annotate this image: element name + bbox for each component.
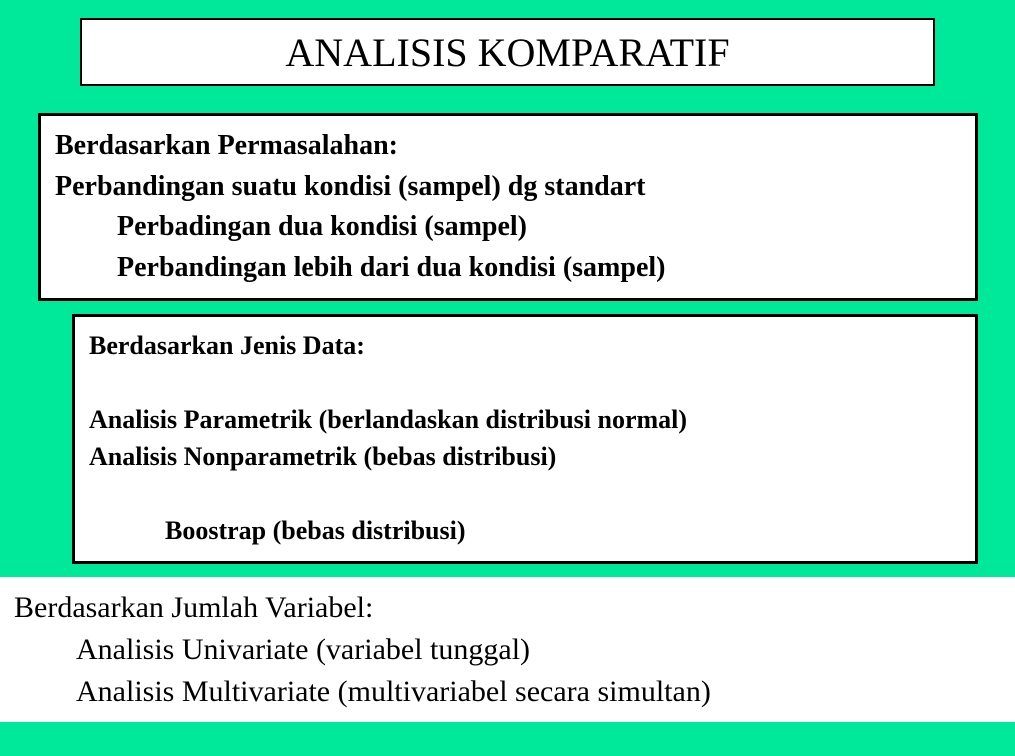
box-jenis-data: Berdasarkan Jenis Data: Analisis Paramet… [72,314,978,564]
box-jumlah-variabel: Berdasarkan Jumlah Variabel: Analisis Un… [0,577,1015,722]
title-box: ANALISIS KOMPARATIF [80,18,935,86]
box2-line2: Analisis Nonparametrik (bebas distribusi… [89,438,961,476]
box3-line2: Analisis Multivariate (multivariabel sec… [14,671,1001,713]
box2-line3: Boostrap (bebas distribusi) [89,512,961,550]
box1-line2: Perbadingan dua kondisi (sampel) [55,207,961,248]
box1-heading: Berdasarkan Permasalahan: [55,126,961,167]
spacer [89,365,961,401]
box3-line1: Analisis Univariate (variabel tunggal) [14,629,1001,671]
box-permasalahan: Berdasarkan Permasalahan: Perbandingan s… [38,113,978,301]
box3-heading: Berdasarkan Jumlah Variabel: [14,587,1001,629]
slide-title: ANALISIS KOMPARATIF [285,29,729,76]
box1-line3: Perbandingan lebih dari dua kondisi (sam… [55,248,961,289]
spacer [89,476,961,512]
box2-heading: Berdasarkan Jenis Data: [89,327,961,365]
box2-line1: Analisis Parametrik (berlandaskan distri… [89,401,961,439]
box1-line1: Perbandingan suatu kondisi (sampel) dg s… [55,167,961,208]
